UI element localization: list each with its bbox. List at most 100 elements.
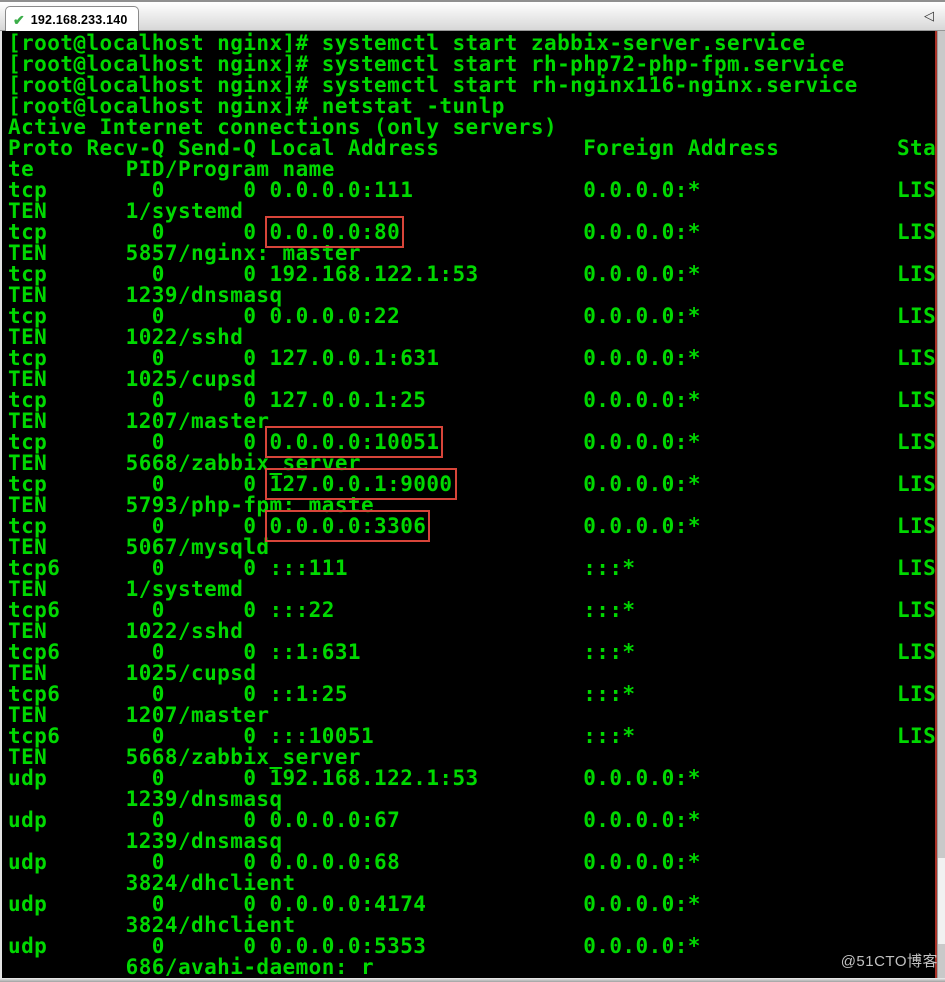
terminal-text: TEN 5857/nginx: master [8,241,361,265]
terminal-text: tcp 0 0 127.0.0.1:25 0.0.0.0:* LIS [8,388,935,412]
terminal-text: tcp 0 0 0.0.0.0:22 0.0.0.0:* LIS [8,304,935,328]
terminal-text: tcp 0 0 [8,430,270,454]
terminal-line: 3824/dhclient [8,915,935,936]
terminal-line: Active Internet connections (only server… [8,117,935,138]
terminal-line: TEN 5067/mysqld [8,537,935,558]
session-tab-label: 192.168.233.140 [30,12,128,27]
terminal-text: tcp6 0 0 :::22 :::* LIS [8,598,935,622]
terminal-line: TEN 5668/zabbix_server [8,747,935,768]
terminal-text: TEN 1239/dnsmasq [8,283,283,307]
terminal-line: TEN 1022/sshd [8,327,935,348]
terminal-text: tcp 0 0 192.168.122.1:53 0.0.0.0:* LIS [8,262,935,286]
terminal-line: [root@localhost nginx]# netstat -tunlp [8,96,935,117]
terminal-line: TEN 1207/master [8,411,935,432]
terminal-text: tcp 0 0 127.0.0.1:631 0.0.0.0:* LIS [8,346,935,370]
scrollbar-thumb[interactable] [938,858,945,944]
terminal-text: 3824/dhclient [8,913,296,937]
highlight-box: 127.0.0.1:9000 [265,468,457,500]
terminal-text: TEN 5668/zabbix_server [8,451,361,475]
terminal-text: [root@localhost nginx]# systemctl start … [8,73,858,97]
terminal-line: tcp 0 0 127.0.0.1:25 0.0.0.0:* LIS [8,390,935,411]
terminal-line: TEN 1/systemd [8,201,935,222]
terminal-line: tcp6 0 0 :::22 :::* LIS [8,600,935,621]
terminal-text: TEN 1025/cupsd [8,367,257,391]
terminal-line: tcp 0 0 0.0.0.0:3306 0.0.0.0:* LIS [8,510,935,542]
terminal-text: tcp 0 0 0.0.0.0:111 0.0.0.0:* LIS [8,178,935,202]
terminal-text: 1239/dnsmasq [8,787,283,811]
terminal-line: 3824/dhclient [8,873,935,894]
terminal-line: te PID/Program name [8,159,935,180]
terminal-line: TEN 1025/cupsd [8,663,935,684]
terminal-line: tcp6 0 0 ::1:631 :::* LIS [8,642,935,663]
terminal-text: 686/avahi-daemon: r [8,955,375,978]
terminal-text: TEN 1207/master [8,409,270,433]
terminal-screen[interactable]: [root@localhost nginx]# systemctl start … [2,31,935,978]
terminal-line: TEN 5793/php-fpm: maste [8,495,935,516]
terminal-text: 1239/dnsmasq [8,829,283,853]
tab-bar: ✔ 192.168.233.140 ◁ [0,0,945,32]
terminal-line: [root@localhost nginx]# systemctl start … [8,75,935,96]
terminal-line: udp 0 0 0.0.0.0:68 0.0.0.0:* [8,852,935,873]
terminal-text: 0.0.0.0:* LIS [452,472,935,496]
terminal-text: tcp6 0 0 :::10051 :::* LIS [8,724,935,748]
terminal-text: [root@localhost nginx]# systemctl start … [8,52,845,76]
terminal-line: TEN 1207/master [8,705,935,726]
highlight-box: 0.0.0.0:80 [265,216,405,248]
terminal-line: tcp 0 0 0.0.0.0:10051 0.0.0.0:* LIS [8,426,935,458]
session-tab[interactable]: ✔ 192.168.233.140 [5,6,139,32]
terminal-line: 686/avahi-daemon: r [8,957,935,978]
watermark: @51CTO博客 [840,953,938,970]
terminal-text: tcp 0 0 [8,472,270,496]
terminal-line: TEN 1/systemd [8,579,935,600]
terminal-text: [root@localhost nginx]# systemctl start … [8,31,806,55]
window-left-border [0,31,2,982]
terminal-text: tcp6 0 0 :::111 :::* LIS [8,556,935,580]
terminal-text: TEN 1022/sshd [8,619,244,643]
terminal-text: TEN 1207/master [8,703,270,727]
terminal-line: udp 0 0 192.168.122.1:53 0.0.0.0:* [8,768,935,789]
terminal-text: Active Internet connections (only server… [8,115,558,139]
terminal-line: tcp6 0 0 :::10051 :::* LIS [8,726,935,747]
window-bottom-border [0,978,945,982]
terminal-line: [root@localhost nginx]# systemctl start … [8,33,935,54]
terminal-line: tcp6 0 0 :::111 :::* LIS [8,558,935,579]
terminal-text: tcp 0 0 [8,220,270,244]
terminal-line: TEN 1022/sshd [8,621,935,642]
terminal-line: Proto Recv-Q Send-Q Local Address Foreig… [8,138,935,159]
terminal-line: tcp 0 0 127.0.0.1:631 0.0.0.0:* LIS [8,348,935,369]
terminal-line: [root@localhost nginx]# systemctl start … [8,54,935,75]
terminal-text: tcp6 0 0 ::1:631 :::* LIS [8,640,935,664]
terminal-line: udp 0 0 0.0.0.0:67 0.0.0.0:* [8,810,935,831]
terminal-text: TEN 5793/php-fpm: maste [8,493,375,517]
highlight-box: 0.0.0.0:3306 [265,510,431,542]
terminal-line: tcp 0 0 0.0.0.0:22 0.0.0.0:* LIS [8,306,935,327]
terminal-line: tcp 0 0 0.0.0.0:111 0.0.0.0:* LIS [8,180,935,201]
terminal-text: tcp6 0 0 ::1:25 :::* LIS [8,682,935,706]
highlight-box: 0.0.0.0:10051 [265,426,444,458]
terminal-line: tcp6 0 0 ::1:25 :::* LIS [8,684,935,705]
terminal-text: 0.0.0.0:* LIS [439,430,935,454]
terminal-line: tcp 0 0 0.0.0.0:80 0.0.0.0:* LIS [8,216,935,248]
terminal-text: udp 0 0 0.0.0.0:68 0.0.0.0:* [8,850,701,874]
terminal-line: udp 0 0 0.0.0.0:4174 0.0.0.0:* [8,894,935,915]
terminal-line: TEN 1025/cupsd [8,369,935,390]
terminal-text: TEN 1025/cupsd [8,661,257,685]
terminal-text: 0.0.0.0:* LIS [426,514,935,538]
terminal-text: TEN 1/systemd [8,577,244,601]
terminal-text: udp 0 0 192.168.122.1:53 0.0.0.0:* [8,766,701,790]
terminal-text: tcp 0 0 [8,514,270,538]
terminal-line: TEN 5668/zabbix_server [8,453,935,474]
scrollbar-track[interactable] [937,31,945,978]
terminal-text: [root@localhost nginx]# netstat -tunlp [8,94,505,118]
column-marker-line [935,31,937,978]
terminal-text: TEN 1/systemd [8,199,244,223]
tab-scroll-left-icon[interactable]: ◁ [924,8,934,23]
terminal-text: TEN 5067/mysqld [8,535,270,559]
terminal-line: udp 0 0 0.0.0.0:5353 0.0.0.0:* [8,936,935,957]
terminal-line: tcp 0 0 127.0.0.1:9000 0.0.0.0:* LIS [8,468,935,500]
terminal-text: te PID/Program name [8,157,335,181]
terminal-text: udp 0 0 0.0.0.0:67 0.0.0.0:* [8,808,701,832]
terminal-text: 0.0.0.0:* LIS [400,220,935,244]
connected-checkmark-icon: ✔ [13,11,25,28]
